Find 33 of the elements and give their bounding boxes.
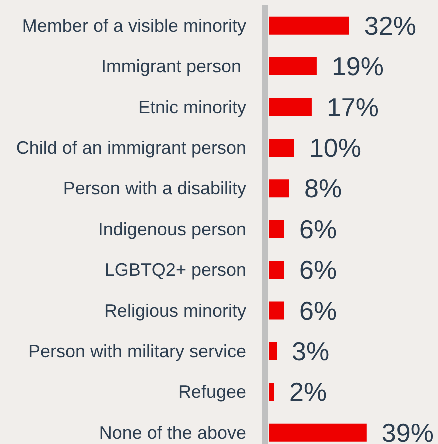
- bar: [270, 58, 317, 76]
- data-label: 10%: [309, 132, 362, 163]
- y-tick-label: Immigrant person: [101, 56, 242, 77]
- data-label: 6%: [299, 214, 338, 244]
- y-tick-label: None of the above: [99, 422, 247, 443]
- y-tick-label: Child of an immigrant person: [16, 138, 247, 158]
- data-label: 39%: [382, 418, 434, 444]
- y-tick-label: Etnic minority: [138, 97, 247, 118]
- bar: [270, 180, 290, 198]
- data-label: 17%: [326, 92, 380, 122]
- bar: [270, 138, 294, 157]
- y-tick-label: Indigenous person: [98, 219, 247, 240]
- data-label: 19%: [332, 52, 384, 82]
- y-tick-label: Refugee: [178, 382, 247, 402]
- data-label: 6%: [299, 255, 338, 286]
- y-tick-label: Religious minority: [104, 300, 247, 321]
- bar: [270, 302, 284, 320]
- bar: [270, 342, 277, 360]
- bar: [270, 383, 274, 402]
- y-tick-label: Person with a disability: [63, 178, 247, 199]
- y-tick-label: Member of a visible minority: [22, 16, 247, 36]
- y-tick-label: Person with military service: [28, 341, 247, 362]
- data-label: 32%: [364, 10, 416, 41]
- y-tick-label: LGBTQ2+ person: [104, 260, 247, 280]
- bar: [270, 261, 284, 280]
- bar: [270, 220, 284, 238]
- bar: [270, 424, 367, 442]
- data-label: 6%: [299, 296, 338, 326]
- data-label: 2%: [289, 377, 328, 408]
- bar: [270, 98, 312, 116]
- bar: [270, 16, 350, 35]
- data-label: 8%: [304, 174, 342, 204]
- data-label: 3%: [292, 336, 330, 366]
